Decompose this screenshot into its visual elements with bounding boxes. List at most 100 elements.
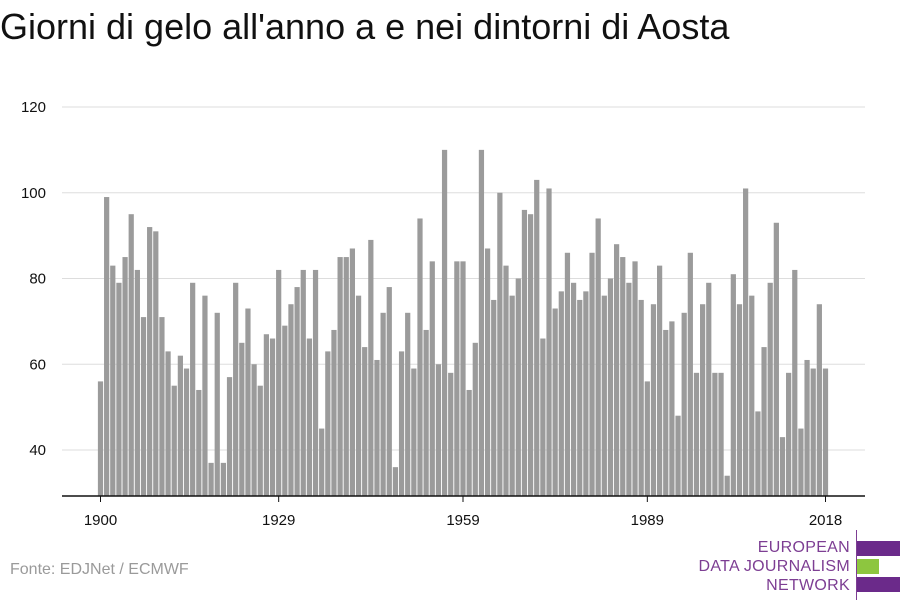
bar-1929 [276,269,282,496]
bar-1906 [134,269,140,496]
logo-line-european: EUROPEAN [757,539,850,556]
bar-1944 [368,239,374,496]
bar-1919 [214,312,220,496]
bar-1942 [355,295,362,496]
bar-1968 [515,278,521,496]
bar-1998 [700,304,706,496]
bar-1923 [239,342,245,496]
bar-1922 [233,282,239,496]
bar-1901 [104,197,110,496]
bar-1907 [140,317,147,496]
bar-1915 [190,282,196,496]
bar-1947 [386,287,392,496]
bar-1984 [613,244,620,496]
bar-2006 [749,295,755,496]
y-tick-label: 100 [21,185,46,202]
bar-1986 [626,282,632,496]
bar-1916 [196,389,202,496]
bar-1956 [441,149,448,496]
y-tick-label: 120 [21,99,46,116]
x-tick-label: 2018 [809,512,842,529]
bar-2011 [779,437,786,496]
bar-1972 [540,338,546,496]
bar-1936 [319,428,325,496]
bar-1951 [411,368,417,496]
bar-2007 [755,411,761,496]
bar-1979 [583,291,589,496]
bar-1924 [245,308,251,496]
bar-1908 [147,227,153,497]
bars [97,149,829,497]
bar-1933 [300,269,306,496]
bar-1988 [638,299,644,496]
bar-1948 [392,467,399,496]
bar-2014 [798,428,804,496]
bar-1912 [171,385,177,496]
logo-line-data-journalism: DATA JOURNALISM [698,558,850,575]
bar-1971 [534,179,540,496]
bar-1980 [589,252,595,496]
bar-1917 [202,295,208,496]
x-axis-ticks: 1900 1929 1959 1989 2018 [84,496,842,529]
bar-1939 [337,257,343,496]
bar-1992 [663,329,669,496]
bar-2018 [822,368,829,496]
bar-1970 [527,214,534,496]
source-note: Fonte: EDJNet / ECMWF [10,561,189,578]
x-tick-label: 1900 [84,512,117,529]
bar-1930 [282,325,288,496]
bar-2003 [730,274,736,496]
bar-1920 [220,462,226,496]
bar-1973 [546,188,552,496]
bar-1932 [294,287,300,496]
bar-1913 [177,355,183,496]
bar-1946 [380,312,386,496]
bar-2017 [816,304,822,496]
bar-1955 [435,364,442,496]
bar-2002 [724,475,730,496]
bar-1974 [552,308,558,496]
chart-title: Giorni di gelo all'anno a e nei dintorni… [0,6,730,47]
bar-1966 [503,265,509,496]
logo-bar-bottom [857,577,900,592]
bar-1997 [693,372,700,496]
bar-1940 [343,257,349,496]
bar-1949 [398,351,405,496]
bar-1977 [570,282,577,496]
bar-1941 [349,248,356,496]
bar-1964 [491,299,497,496]
bar-1900 [97,381,104,496]
bar-1953 [423,329,429,496]
y-tick-label: 80 [29,271,46,288]
y-tick-label: 60 [29,356,46,373]
bar-1996 [687,252,693,496]
logo-divider [856,530,857,600]
bar-1938 [331,329,337,496]
bar-2008 [761,347,767,496]
bar-1909 [153,231,159,496]
bar-1960 [466,389,472,496]
bar-1905 [128,214,134,496]
bar-1926 [257,385,263,496]
logo-line-network: NETWORK [766,577,850,594]
bar-1985 [620,257,626,496]
bar-1963 [484,248,491,496]
bar-1969 [521,209,528,496]
bar-2012 [786,372,792,496]
bar-2015 [804,359,810,496]
bar-1983 [607,278,614,496]
bar-1921 [226,377,233,496]
bar-1982 [601,295,607,496]
bar-1967 [509,295,515,496]
bar-2010 [773,222,779,496]
bar-1978 [577,299,583,496]
bar-2009 [767,282,773,496]
bar-1994 [675,415,681,496]
bar-1903 [116,282,122,496]
x-tick-label: 1989 [631,512,664,529]
bar-1965 [497,192,503,496]
bar-1937 [325,351,331,496]
bar-1999 [706,282,712,496]
bar-1910 [159,317,165,496]
bar-1975 [558,291,564,496]
